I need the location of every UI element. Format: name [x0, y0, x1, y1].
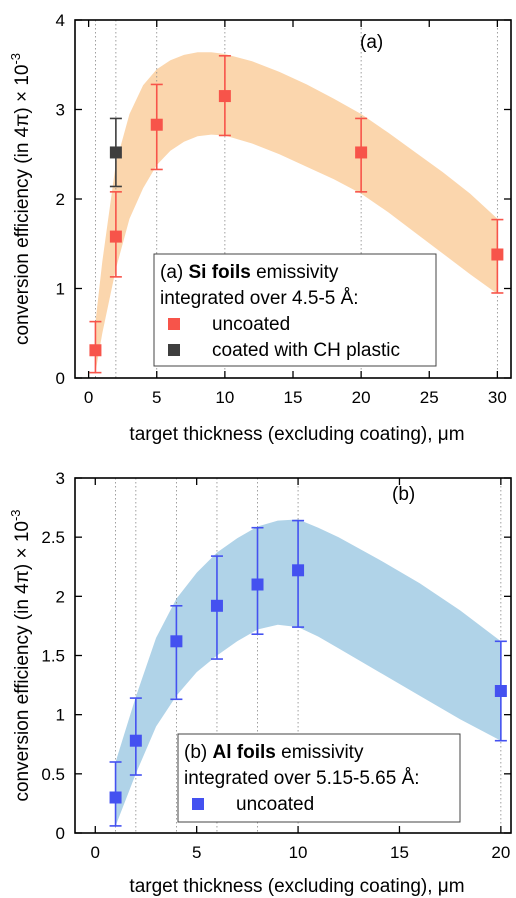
chart-a-uncertainty-band: [95, 52, 498, 373]
chart-a-y-tick-label: 3: [56, 101, 65, 120]
chart-a-legend-marker: [168, 344, 180, 356]
chart-b-y-tick-label: 2.5: [41, 528, 65, 547]
chart-a-x-tick-label: 5: [152, 388, 161, 407]
chart-a-legend-label: uncoated: [212, 314, 290, 335]
chart-b-legend-subtitle: integrated over 5.15-5.65 Å:: [184, 768, 420, 789]
chart-a-data-point: [109, 230, 122, 243]
chart-b-x-tick-label: 15: [390, 843, 409, 862]
chart-panel-b: (b) Al foils emissivity integrated over 5…: [8, 469, 512, 897]
chart-a-panel-label: (a): [360, 32, 383, 53]
chart-b-y-tick-label: 1.5: [41, 647, 65, 666]
chart-b-data-point: [494, 685, 507, 697]
chart-b-y-tick-label: 0.5: [41, 765, 65, 784]
chart-b-legend-title-prefix: (b): [184, 742, 213, 763]
chart-a-x-tick-label: 25: [420, 388, 439, 407]
chart-panel-a: (a) Si foils emissivity integrated over 4…: [8, 11, 512, 445]
chart-b-y-tick-label: 0: [56, 824, 65, 843]
chart-a-data-point: [150, 118, 163, 131]
chart-a-x-tick-label: 10: [215, 388, 234, 407]
chart-b-y-axis-label-exponent: -3: [8, 509, 23, 521]
chart-a-legend-subtitle: integrated over 4.5-5 Å:: [160, 288, 359, 309]
chart-b-data-point: [210, 599, 223, 612]
chart-a-y-tick-label: 0: [56, 369, 65, 388]
chart-a-x-tick-label: 0: [84, 388, 93, 407]
chart-a-legend-title-bold: Si foils: [189, 262, 251, 283]
chart-a-data-point: [355, 146, 368, 159]
chart-a-y-axis-label-exponent: -3: [8, 53, 23, 65]
chart-a-legend-box: [153, 253, 437, 367]
chart-b-data-point: [109, 791, 122, 804]
chart-a-y-tick-label: 1: [56, 280, 65, 299]
chart-b-data-point: [170, 635, 183, 648]
chart-a-data-point: [218, 90, 231, 103]
chart-b-data-point: [251, 578, 264, 591]
chart-b-legend-title: (b) Al foils emissivity: [184, 742, 364, 763]
chart-a-x-tick-label: 30: [488, 388, 507, 407]
chart-b-data-point: [292, 564, 305, 577]
chart-a-data-point: [491, 248, 504, 261]
chart-a-x-tick-label: 15: [284, 388, 303, 407]
chart-b-legend-marker: [192, 798, 204, 810]
chart-b-uncertainty-band: [115, 519, 501, 826]
chart-b-x-tick-label: 5: [192, 843, 201, 862]
chart-a-legend-marker: [168, 318, 180, 330]
chart-b-y-tick-label: 1: [56, 706, 65, 725]
chart-b-legend-box: [177, 733, 461, 823]
chart-a-legend-label: coated with CH plastic: [212, 340, 400, 361]
chart-b-y-tick-label: 3: [56, 469, 65, 488]
chart-a-y-axis-label: conversion efficiency (in 4π) × 10-3: [8, 53, 33, 345]
chart-b-panel-label: (b): [392, 484, 415, 505]
chart-a-data-point: [89, 344, 102, 357]
chart-a-x-axis-label: target thickness (excluding coating), μm: [129, 424, 464, 445]
chart-b-x-tick-label: 0: [91, 843, 100, 862]
chart-a-y-axis-label-main: conversion efficiency (in 4π) × 10: [12, 65, 33, 345]
chart-a-legend-title: (a) Si foils emissivity: [160, 262, 339, 283]
chart-a-y-tick-label: 2: [56, 190, 65, 209]
chart-b-x-tick-label: 20: [491, 843, 510, 862]
chart-b-legend-title-bold: Al foils: [213, 742, 276, 763]
chart-a-x-tick-label: 20: [352, 388, 371, 407]
chart-b-legend-label: uncoated: [236, 794, 314, 815]
chart-a-y-tick-label: 4: [56, 11, 65, 30]
chart-b-data-point: [129, 734, 142, 747]
chart-a-data-point: [109, 146, 122, 159]
chart-a-legend-title-suffix: emissivity: [251, 262, 339, 283]
chart-b-y-axis-label-main: conversion efficiency (in 4π) × 10: [12, 521, 33, 801]
chart-b-x-tick-label: 10: [289, 843, 308, 862]
chart-b-y-tick-label: 2: [56, 587, 65, 606]
chart-b-y-axis-label: conversion efficiency (in 4π) × 10-3: [8, 509, 33, 801]
chart-a-legend-title-prefix: (a): [160, 262, 189, 283]
chart-b-x-axis-label: target thickness (excluding coating), μm: [129, 876, 464, 897]
chart-b-legend-title-suffix: emissivity: [276, 742, 364, 763]
